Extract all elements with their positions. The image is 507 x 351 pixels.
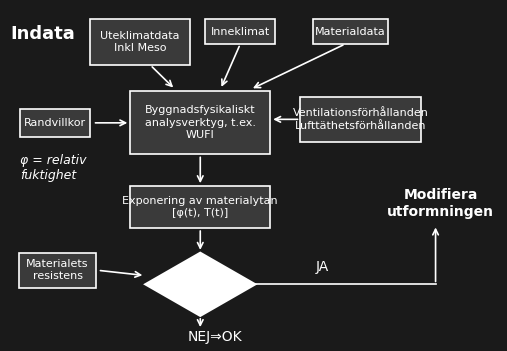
Text: Materialets
resistens: Materialets resistens [26,259,89,282]
Text: Materialdata: Materialdata [315,27,386,37]
FancyBboxPatch shape [20,109,90,137]
FancyBboxPatch shape [130,91,270,154]
Text: Indata: Indata [10,25,75,42]
FancyBboxPatch shape [130,186,270,228]
FancyBboxPatch shape [90,19,190,65]
Text: JA: JA [315,260,329,274]
Text: Randvillkor: Randvillkor [24,118,86,128]
FancyBboxPatch shape [313,19,388,44]
FancyBboxPatch shape [205,19,275,44]
Text: Uteklimatdata
Inkl Meso: Uteklimatdata Inkl Meso [100,31,180,53]
FancyBboxPatch shape [19,253,96,288]
Polygon shape [145,253,256,316]
FancyBboxPatch shape [300,97,420,142]
Text: φ = relativ
fuktighet: φ = relativ fuktighet [20,154,87,183]
Text: Modifiera
utformningen: Modifiera utformningen [387,188,494,219]
Text: Exponering av materialytan
[φ(t), T(t)]: Exponering av materialytan [φ(t), T(t)] [123,196,278,218]
Text: Inneklimat: Inneklimat [211,27,270,37]
Text: Byggnadsfysikaliskt
analysverktyg, t.ex.
WUFI: Byggnadsfysikaliskt analysverktyg, t.ex.… [145,105,256,140]
Text: NEJ⇒OK: NEJ⇒OK [188,330,242,344]
Text: Ventilationsförhållanden
Lufttäthetsförhållanden: Ventilationsförhållanden Lufttäthetsförh… [293,108,428,131]
